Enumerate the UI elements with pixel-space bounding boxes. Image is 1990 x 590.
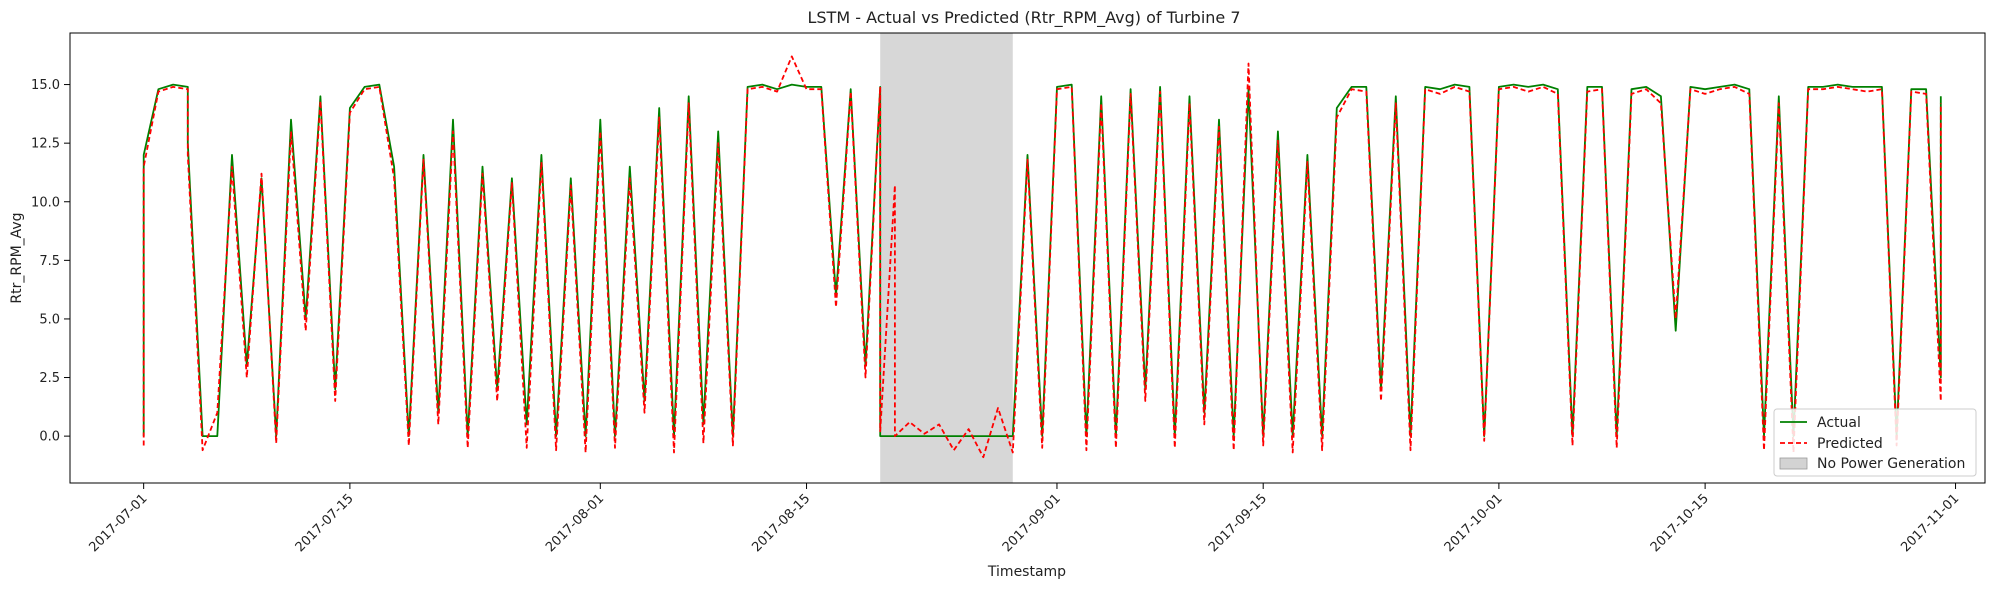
y-tick-label: 10.0 bbox=[31, 195, 60, 210]
shaded-regions bbox=[880, 33, 1013, 483]
legend-predicted-label: Predicted bbox=[1817, 436, 1883, 452]
y-tick-label: 2.5 bbox=[39, 371, 60, 386]
y-tick-label: 7.5 bbox=[39, 254, 60, 269]
x-axis-label: Timestamp bbox=[987, 564, 1066, 580]
legend-no-power-swatch bbox=[1779, 457, 1808, 470]
legend-no-power-label: No Power Generation bbox=[1817, 456, 1965, 472]
y-tick-label: 12.5 bbox=[31, 137, 60, 152]
series-lines bbox=[142, 55, 1942, 459]
chart-title: LSTM - Actual vs Predicted (Rtr_RPM_Avg)… bbox=[807, 8, 1240, 28]
series-line-predicted bbox=[142, 55, 1942, 459]
shaded-region-0 bbox=[880, 33, 1013, 483]
y-axis: 0.0 2.5 5.0 7.5 10.0 12.5 15.0 bbox=[31, 78, 70, 445]
legend: Actual Predicted No Power Generation bbox=[1773, 408, 1977, 477]
y-axis-label: Rtr_RPM_Avg bbox=[9, 212, 25, 303]
plot-frame bbox=[69, 32, 1986, 484]
legend-box bbox=[1773, 408, 1977, 477]
y-tick-label: 15.0 bbox=[31, 78, 60, 93]
legend-actual-label: Actual bbox=[1817, 415, 1861, 431]
y-tick-label: 0.0 bbox=[39, 430, 60, 445]
y-tick-label: 5.0 bbox=[39, 312, 60, 327]
